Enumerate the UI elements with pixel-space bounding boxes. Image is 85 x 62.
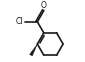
Text: O: O [41, 1, 47, 10]
Polygon shape [30, 44, 37, 56]
Text: Cl: Cl [16, 17, 24, 26]
